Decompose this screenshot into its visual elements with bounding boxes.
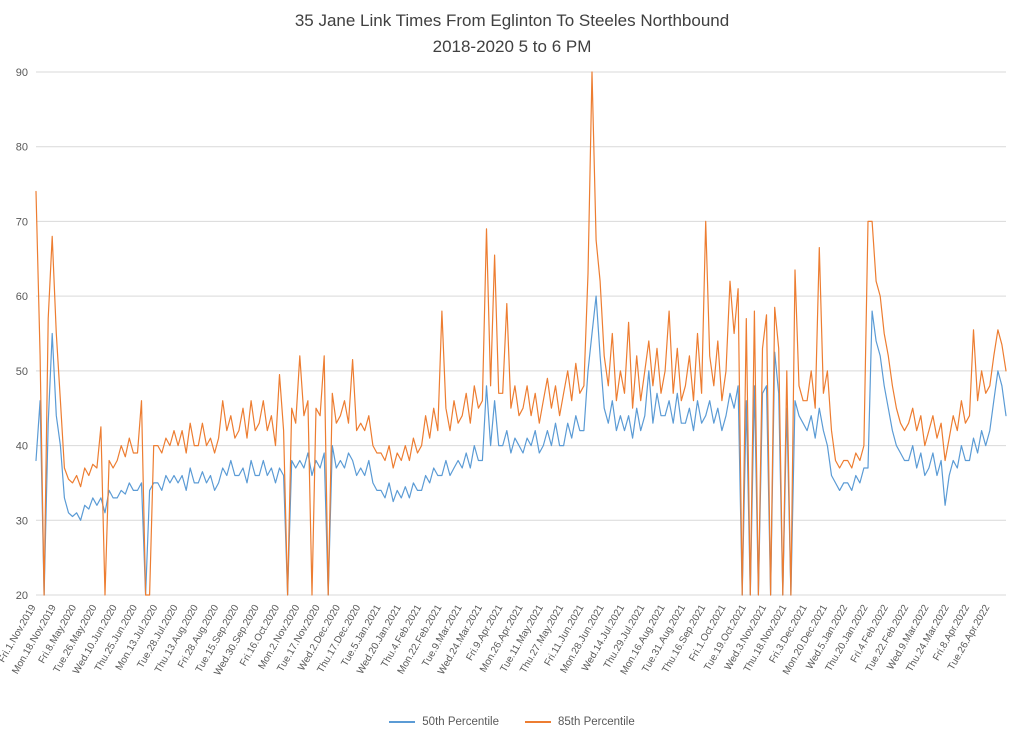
legend-item-85th-percentile: 85th Percentile xyxy=(525,716,635,728)
y-axis-tick-label: 80 xyxy=(16,142,28,154)
y-axis-tick-label: 90 xyxy=(16,67,28,79)
y-axis-tick-label: 50 xyxy=(16,366,28,378)
legend-label-85th: 85th Percentile xyxy=(558,716,635,728)
chart-title-block: 35 Jane Link Times From Eglinton To Stee… xyxy=(0,8,1024,60)
chart-subtitle: 2018-2020 5 to 6 PM xyxy=(432,37,592,56)
series-line-85th-percentile xyxy=(35,71,1007,596)
chart-legend: 50th Percentile 85th Percentile xyxy=(0,716,1024,728)
legend-item-50th-percentile: 50th Percentile xyxy=(389,716,499,728)
series-line-50th-percentile xyxy=(35,295,1007,596)
legend-line-swatch-50th xyxy=(389,721,416,723)
legend-label-50th: 50th Percentile xyxy=(422,716,499,728)
y-axis-tick-label: 20 xyxy=(16,590,28,602)
chart-title: 35 Jane Link Times From Eglinton To Stee… xyxy=(294,11,730,30)
y-axis-tick-label: 70 xyxy=(16,216,28,228)
y-axis-tick-label: 60 xyxy=(16,291,28,303)
y-axis-tick-label: 30 xyxy=(16,515,28,527)
y-axis-tick-label: 40 xyxy=(16,441,28,453)
legend-line-swatch-85th xyxy=(525,721,551,723)
